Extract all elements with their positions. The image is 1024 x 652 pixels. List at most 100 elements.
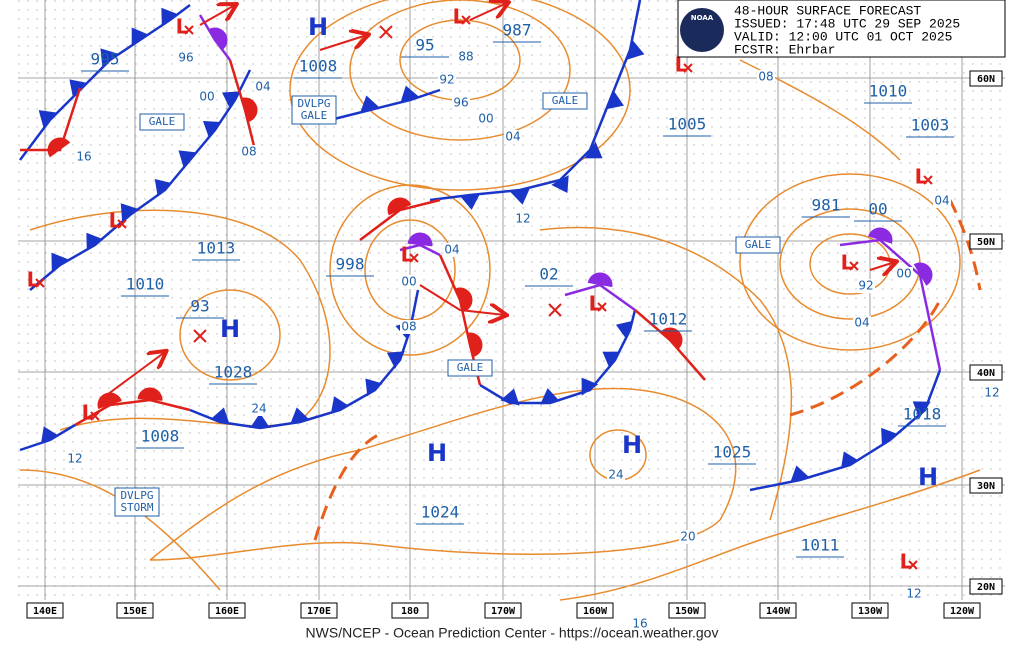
isobar-label: 00 bbox=[478, 112, 493, 126]
isobar-label-bg bbox=[853, 316, 871, 330]
high-center: H bbox=[427, 439, 447, 467]
isobar-label-bg bbox=[400, 320, 418, 334]
center-cross bbox=[193, 329, 207, 343]
isobar-label: 04 bbox=[505, 130, 520, 144]
low-cross bbox=[908, 560, 918, 570]
longitude-label: 150E bbox=[123, 606, 147, 617]
longitude-label: 170E bbox=[307, 606, 331, 617]
axis-label-box bbox=[943, 602, 981, 619]
warning-label: STORM bbox=[120, 501, 153, 514]
isobar-label-bg bbox=[75, 150, 93, 164]
pressure-label: 1008 bbox=[141, 427, 180, 446]
center-cross bbox=[548, 303, 562, 317]
latitude-label: 30N bbox=[977, 481, 995, 492]
low-cross bbox=[184, 25, 194, 35]
isobar-label: 20 bbox=[680, 530, 695, 544]
pressure-label: 1018 bbox=[903, 405, 942, 424]
pressure-label: 1025 bbox=[713, 443, 752, 462]
axis-label-box bbox=[391, 602, 429, 619]
longitude-label: 130W bbox=[858, 606, 883, 617]
isobar-label: 00 bbox=[199, 90, 214, 104]
warning-box bbox=[447, 359, 493, 377]
pressure-label: 1028 bbox=[214, 363, 253, 382]
latitude-label: 20N bbox=[977, 582, 995, 593]
isobar-label: 12 bbox=[515, 212, 530, 226]
isobar-label: 16 bbox=[632, 617, 647, 631]
warning-box bbox=[542, 92, 588, 110]
isobar-label: 12 bbox=[906, 587, 921, 601]
isobar-label: 92 bbox=[858, 279, 873, 293]
isobar-label-bg bbox=[679, 530, 697, 544]
isobar-label-bg bbox=[631, 617, 649, 631]
isobar-label-bg bbox=[457, 50, 475, 64]
isobar-label-bg bbox=[983, 386, 1001, 400]
isobar-label: 96 bbox=[178, 51, 193, 65]
warning-label: GALE bbox=[457, 361, 484, 374]
axis-label-box bbox=[969, 578, 1003, 595]
high-center: H bbox=[918, 463, 938, 491]
isobar-label: 00 bbox=[401, 275, 416, 289]
low-cross bbox=[117, 219, 127, 229]
high-center: H bbox=[220, 315, 240, 343]
pressure-label: 1010 bbox=[126, 275, 165, 294]
isobar-label: 04 bbox=[255, 80, 270, 94]
isobar-label: 96 bbox=[453, 96, 468, 110]
low-cross bbox=[90, 411, 100, 421]
axis-label-box bbox=[300, 602, 338, 619]
low-cross bbox=[923, 175, 933, 185]
pressure-label: 1011 bbox=[801, 536, 840, 555]
warning-label: GALE bbox=[149, 115, 176, 128]
footer: NWS/NCEP - Ocean Prediction Center - htt… bbox=[306, 625, 719, 641]
longitude-label: 120W bbox=[950, 606, 975, 617]
logo bbox=[680, 8, 724, 52]
isobar-label-bg bbox=[607, 468, 625, 482]
isobar-label-bg bbox=[857, 279, 875, 293]
axis-label-box bbox=[208, 602, 246, 619]
pressure-label: 00 bbox=[868, 200, 887, 219]
header: NOAA 48-HOUR SURFACE FORECAST ISSUED: 17… bbox=[677, 0, 1006, 58]
longitude-label: 170W bbox=[491, 606, 516, 617]
isobar-label-bg bbox=[443, 243, 461, 257]
isobar-label-bg bbox=[438, 73, 456, 87]
axis-label-box bbox=[26, 602, 64, 619]
isobar-label-bg bbox=[477, 112, 495, 126]
warning-label: GALE bbox=[301, 109, 328, 122]
pressure-label: 1024 bbox=[421, 503, 460, 522]
low-cross bbox=[597, 302, 607, 312]
axis-label-box bbox=[969, 364, 1003, 381]
isobar-label: 04 bbox=[444, 243, 459, 257]
isobar-label: 12 bbox=[984, 386, 999, 400]
logo-text: NOAA bbox=[691, 14, 714, 22]
warning-box bbox=[114, 487, 160, 517]
pressure-label: 93 bbox=[190, 297, 209, 316]
latitude-label: 50N bbox=[977, 237, 995, 248]
low-cross bbox=[849, 261, 859, 271]
header-line: FCSTR: Ehrbar bbox=[734, 42, 835, 57]
axis-label-box bbox=[969, 233, 1003, 250]
isobar-label-bg bbox=[895, 267, 913, 281]
axis-label-box bbox=[116, 602, 154, 619]
pressure-label: 1005 bbox=[668, 115, 707, 134]
isobar-label-bg bbox=[240, 145, 258, 159]
warning-box bbox=[139, 113, 185, 131]
isobar-label: 08 bbox=[758, 70, 773, 84]
header-line: VALID: 12:00 UTC 01 OCT 2025 bbox=[734, 29, 952, 44]
pressure-label: 1010 bbox=[869, 82, 908, 101]
fronts bbox=[19, 0, 982, 541]
isobar-label-bg bbox=[933, 194, 951, 208]
low-cross bbox=[35, 278, 45, 288]
axis-label-box bbox=[969, 70, 1003, 87]
warning-label: GALE bbox=[552, 94, 579, 107]
longitude-label: 160E bbox=[215, 606, 239, 617]
isobar-label: 04 bbox=[854, 316, 869, 330]
axis-label-box bbox=[484, 602, 522, 619]
warning-box bbox=[291, 95, 337, 125]
isobar-label-bg bbox=[504, 130, 522, 144]
isobar-label-bg bbox=[514, 212, 532, 226]
warning-label: DVLPG bbox=[120, 489, 153, 502]
latitude-label: 40N bbox=[977, 368, 995, 379]
center-cross bbox=[379, 25, 393, 39]
high-center: H bbox=[308, 13, 328, 41]
isobar-label-bg bbox=[452, 96, 470, 110]
